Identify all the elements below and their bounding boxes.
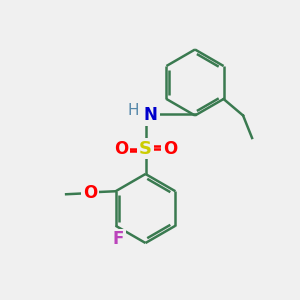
Text: O: O: [114, 140, 128, 158]
Text: N: N: [144, 106, 158, 124]
Text: O: O: [163, 140, 177, 158]
Text: O: O: [83, 184, 97, 202]
Text: H: H: [127, 103, 139, 118]
Text: S: S: [139, 140, 152, 158]
Text: F: F: [113, 230, 124, 248]
